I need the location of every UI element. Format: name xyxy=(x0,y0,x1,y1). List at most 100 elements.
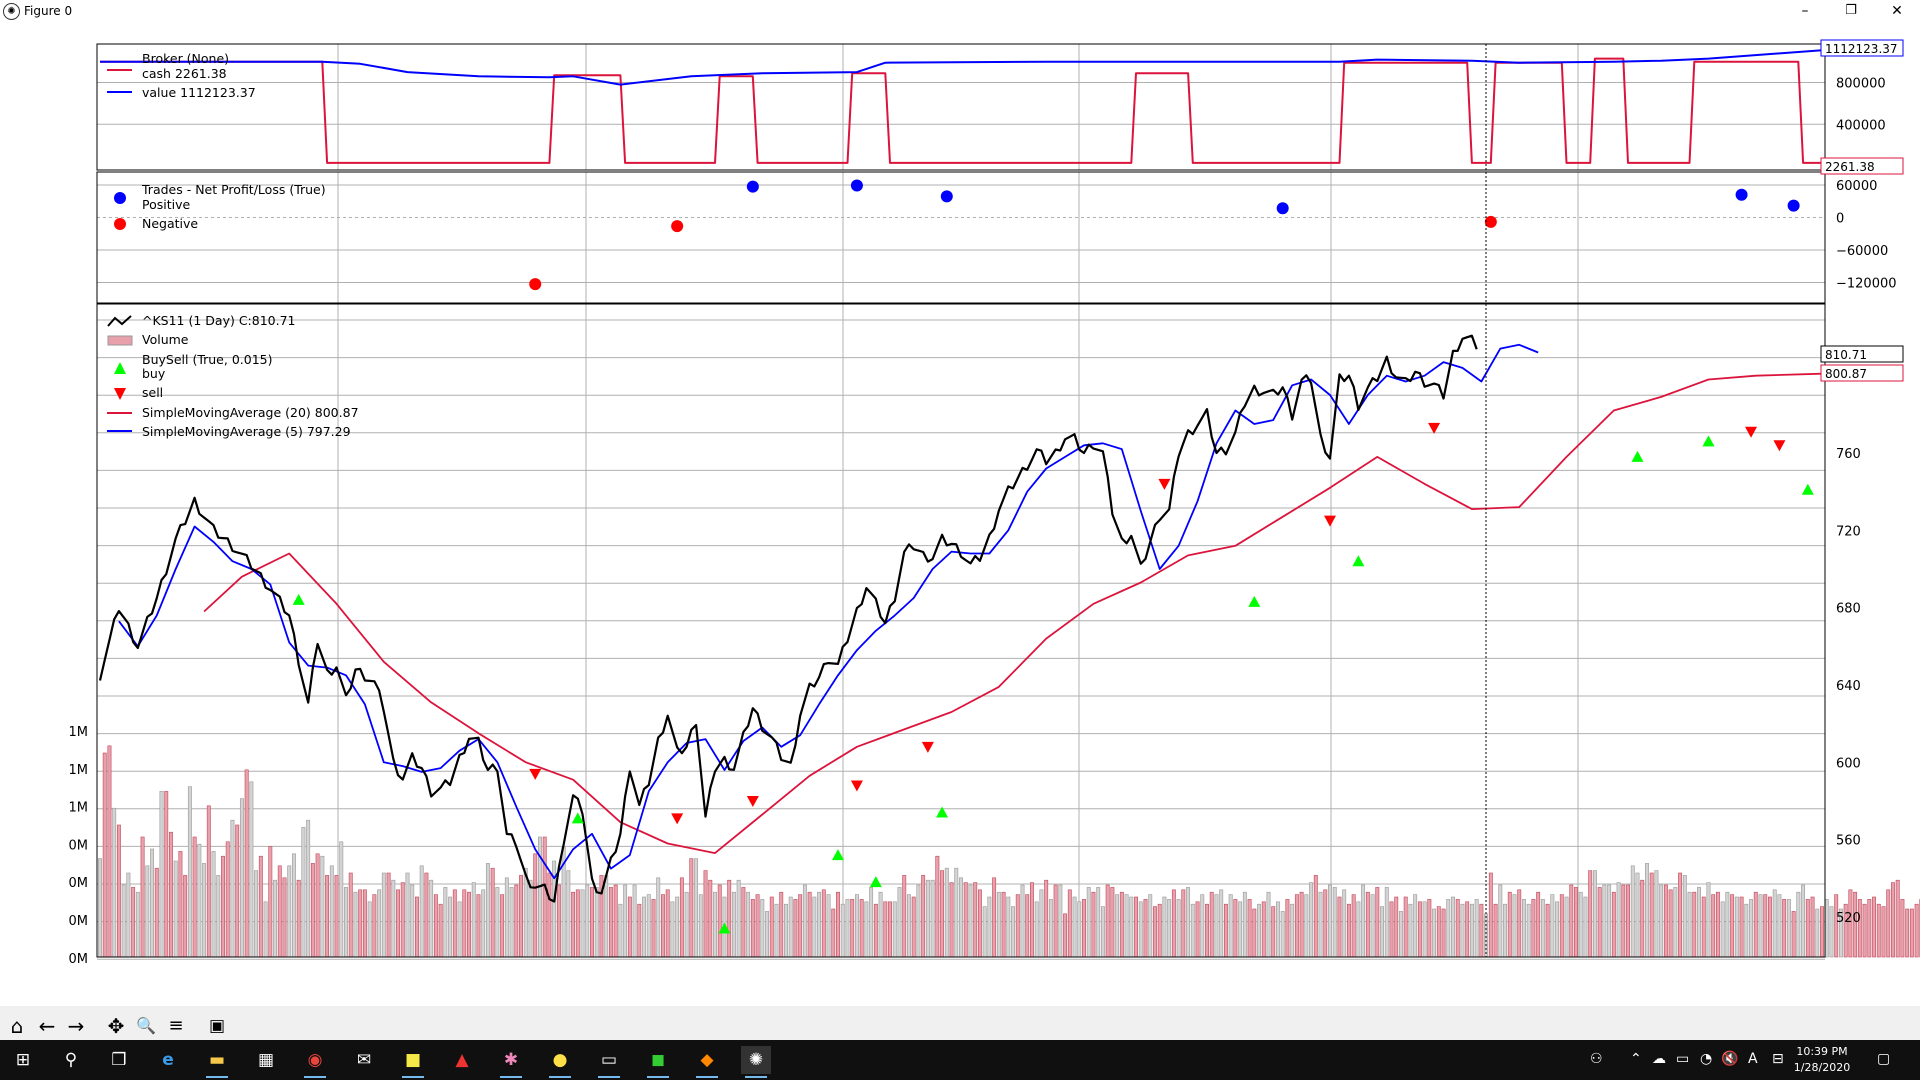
chevron-up-icon[interactable]: ⌃ xyxy=(1630,1051,1642,1067)
mail-icon[interactable]: ✉ xyxy=(356,1050,372,1070)
legends: Broker (None)cash 2261.38 value 1112123.3… xyxy=(107,51,359,439)
maximize-button[interactable]: ❐ xyxy=(1845,3,1857,18)
git-icon[interactable]: ◆ xyxy=(692,1046,722,1078)
volume-bar xyxy=(651,899,656,958)
sell-marker xyxy=(671,813,684,825)
battery-icon[interactable]: ▭ xyxy=(1676,1051,1690,1067)
volume-bar xyxy=(1451,896,1455,958)
task-view-icon[interactable]: ❒ xyxy=(111,1050,127,1070)
volume-bar xyxy=(1772,889,1777,958)
file-explorer-icon[interactable]: ▬ xyxy=(202,1046,232,1078)
trade-positive-marker xyxy=(1787,199,1800,212)
volume-bar xyxy=(1086,887,1091,958)
volume-bar xyxy=(415,896,419,958)
volume-bar xyxy=(826,894,831,958)
volume-bar xyxy=(344,887,348,958)
volume-bar xyxy=(1025,894,1030,958)
kakaotalk-icon[interactable]: ● xyxy=(545,1046,575,1078)
volume-bar xyxy=(504,877,509,958)
terminal-icon[interactable]: ▭ xyxy=(594,1046,624,1078)
volume-bar xyxy=(396,889,400,958)
volume-bar xyxy=(963,882,968,958)
volume-bar xyxy=(1077,901,1082,958)
y-tick-label: 800000 xyxy=(1836,77,1886,92)
volume-bar xyxy=(1900,899,1905,958)
edge-icon[interactable]: e xyxy=(162,1050,174,1070)
notification-icon[interactable]: ▢ xyxy=(1877,1051,1891,1067)
volume-muted-icon[interactable]: 🔇 xyxy=(1721,1051,1739,1067)
volume-bar xyxy=(1257,903,1261,958)
ime-icon[interactable]: ⊟ xyxy=(1772,1051,1784,1067)
slack-icon[interactable]: ✱ xyxy=(496,1046,526,1078)
volume-bar xyxy=(334,875,339,958)
people-icon[interactable]: ⚇ xyxy=(1590,1051,1603,1067)
sticky-notes-icon[interactable]: ■ xyxy=(398,1046,428,1078)
volume-bar xyxy=(845,899,850,958)
clock[interactable]: 10:39 PM 1/28/2020 xyxy=(1782,1044,1862,1076)
minimize-button[interactable]: – xyxy=(1801,3,1809,19)
volume-bar xyxy=(1446,899,1451,958)
search-icon[interactable]: ⚲ xyxy=(64,1050,78,1070)
volume-bar xyxy=(1039,889,1044,958)
volume-bar xyxy=(1588,870,1593,958)
volume-bar xyxy=(873,903,878,958)
forward-icon[interactable]: → xyxy=(67,1014,85,1038)
volume-bar xyxy=(1266,891,1271,958)
back-icon[interactable]: ← xyxy=(38,1014,56,1038)
chrome-icon[interactable]: ◉ xyxy=(300,1046,330,1078)
volume-bar xyxy=(1313,875,1318,958)
volume-bar xyxy=(1422,901,1427,958)
volume-bar xyxy=(495,887,500,958)
volume-tick-label: 1M xyxy=(69,725,89,740)
volume-bar xyxy=(268,846,273,958)
zoom-icon[interactable]: 🔍 xyxy=(136,1016,156,1035)
store-icon[interactable]: ▦ xyxy=(257,1050,275,1070)
volume-bar xyxy=(850,899,855,958)
volume-bar xyxy=(779,891,784,958)
buy-marker xyxy=(1702,435,1715,447)
acrobat-icon[interactable]: ▲ xyxy=(455,1050,469,1070)
python-figure-taskbar-icon[interactable]: ✺ xyxy=(741,1046,771,1078)
volume-bar xyxy=(1635,872,1640,958)
volume-bar xyxy=(1176,899,1181,958)
volume-bar xyxy=(1531,899,1536,958)
input-language-icon[interactable]: A xyxy=(1748,1051,1758,1067)
volume-bar xyxy=(1001,891,1006,958)
volume-bar xyxy=(1876,903,1881,958)
volume-bar xyxy=(533,853,538,958)
volume-bar xyxy=(1678,872,1683,958)
volume-bar xyxy=(1271,906,1276,958)
volume-bar xyxy=(1195,901,1200,958)
volume-bar xyxy=(883,901,888,958)
volume-bar xyxy=(618,903,623,958)
volume-bar xyxy=(1100,906,1105,958)
volume-bar xyxy=(462,889,467,958)
configure-icon[interactable]: ≡ xyxy=(168,1015,184,1036)
legend-trades-title: Trades - Net Profit/Loss (True) xyxy=(141,182,326,197)
save-icon[interactable]: ▣ xyxy=(208,1016,226,1036)
close-button[interactable]: ✕ xyxy=(1891,3,1903,19)
cloud-icon[interactable]: ☁ xyxy=(1652,1051,1666,1067)
volume-bar xyxy=(897,887,902,958)
volume-bar xyxy=(1276,901,1280,958)
pycharm-icon[interactable]: ◼ xyxy=(643,1046,673,1078)
volume-bar xyxy=(202,863,207,958)
volume-bar xyxy=(1238,901,1243,958)
broker-value-line xyxy=(100,49,1823,86)
volume-bar xyxy=(755,894,760,958)
volume-bar xyxy=(1186,887,1191,958)
volume-bar xyxy=(239,798,244,958)
trade-positive-marker xyxy=(746,180,759,193)
start-icon[interactable]: ⊞ xyxy=(15,1050,31,1070)
volume-bar xyxy=(694,858,699,958)
volume-bar xyxy=(377,889,382,958)
volume-bar xyxy=(1384,887,1389,958)
wifi-icon[interactable]: ◔ xyxy=(1700,1051,1713,1067)
volume-bar xyxy=(1796,891,1801,958)
pan-icon[interactable]: ✥ xyxy=(107,1014,125,1038)
volume-bar xyxy=(821,889,826,958)
volume-bar xyxy=(1233,899,1238,958)
home-icon[interactable]: ⌂ xyxy=(10,1014,24,1038)
volume-bar xyxy=(457,901,462,958)
volume-bar xyxy=(230,819,235,958)
